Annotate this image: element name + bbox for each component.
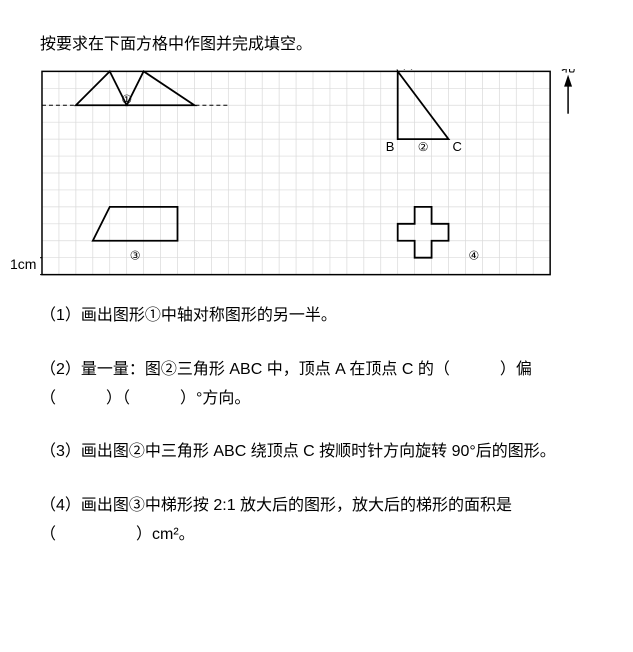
q2-text-a: （2）量一量：图②三角形 ABC 中，顶点 A 在顶点 C 的（: [40, 361, 450, 378]
svg-text:①: ①: [121, 93, 132, 107]
svg-text:③: ③: [130, 249, 141, 263]
q2-text-e: ）°方向。: [180, 390, 250, 407]
problem-title: 按要求在下面方格中作图并完成填空。: [40, 30, 593, 54]
svg-text:A: A: [404, 69, 413, 72]
q4-text-a: （4）画出图③中梯形按 2:1 放大后的图形，放大后的梯形的面积是: [40, 497, 512, 514]
svg-text:C: C: [453, 139, 462, 154]
q2-text-b: ）偏: [500, 361, 532, 378]
svg-text:②: ②: [418, 140, 429, 154]
grid-figure: 北 ① A B C ② ③ ④: [40, 69, 590, 277]
question-1: （1）画出图形①中轴对称图形的另一半。: [40, 302, 593, 331]
question-3: （3）画出图②中三角形 ABC 绕顶点 C 按顺时针方向旋转 90°后的图形。: [40, 438, 593, 467]
q2-text-c: （: [40, 390, 56, 407]
question-4: （4）画出图③中梯形按 2:1 放大后的图形，放大后的梯形的面积是 （ ）cm²。: [40, 492, 593, 550]
q4-text-c: ）cm²。: [136, 526, 195, 543]
q2-text-d: ）（: [106, 390, 130, 407]
svg-text:B: B: [386, 139, 395, 154]
question-2: （2）量一量：图②三角形 ABC 中，顶点 A 在顶点 C 的（ ）偏 （ ）（ ）°…: [40, 356, 593, 414]
figure-container: 1cm 北①ABC②③④: [40, 69, 593, 277]
svg-text:④: ④: [469, 249, 480, 263]
svg-text:北: 北: [561, 69, 575, 74]
q4-text-b: （: [40, 526, 56, 543]
unit-label: 1cm: [10, 256, 36, 272]
